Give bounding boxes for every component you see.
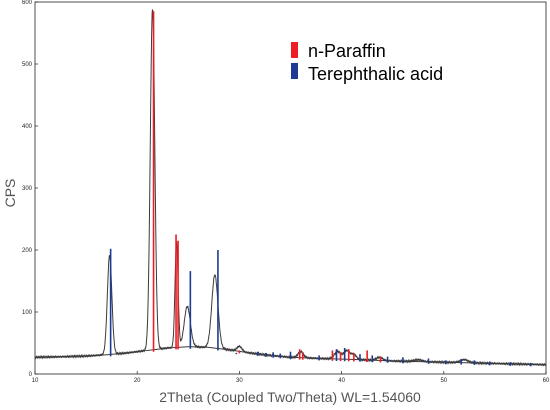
legend-label-n-paraffin: n-Paraffin xyxy=(308,41,386,61)
y-tick-label: 500 xyxy=(22,62,33,68)
legend-label-terephthalic-acid: Terephthalic acid xyxy=(308,64,443,84)
legend-swatch-n-paraffin xyxy=(291,42,298,58)
y-tick-label: 0 xyxy=(29,372,33,378)
x-tick-label: 60 xyxy=(543,378,550,384)
y-tick-label: 300 xyxy=(22,186,33,192)
reference-sticks xyxy=(109,11,532,367)
y-tick-label: 100 xyxy=(22,310,33,316)
x-tick-label: 20 xyxy=(134,378,141,384)
x-tick-label: 30 xyxy=(236,378,243,384)
y-axis: 0 100 200 300 400 500 600 xyxy=(22,0,38,378)
x-axis: 10 20 30 40 50 60 xyxy=(32,371,550,384)
x-tick-label: 40 xyxy=(338,378,345,384)
legend: n-Paraffin Terephthalic acid xyxy=(291,41,443,84)
y-tick-label: 200 xyxy=(22,248,33,254)
plot-frame xyxy=(34,1,547,375)
pattern-line xyxy=(34,9,547,367)
x-tick-label: 10 xyxy=(32,378,39,384)
y-axis-label: CPS xyxy=(2,179,18,208)
y-tick-label: 400 xyxy=(22,124,33,130)
x-tick-label: 50 xyxy=(440,378,447,384)
legend-swatch-terephthalic-acid xyxy=(291,63,298,79)
x-axis-label: 2Theta (Coupled Two/Theta) WL=1.54060 xyxy=(159,389,421,405)
y-tick-label: 600 xyxy=(22,0,33,6)
